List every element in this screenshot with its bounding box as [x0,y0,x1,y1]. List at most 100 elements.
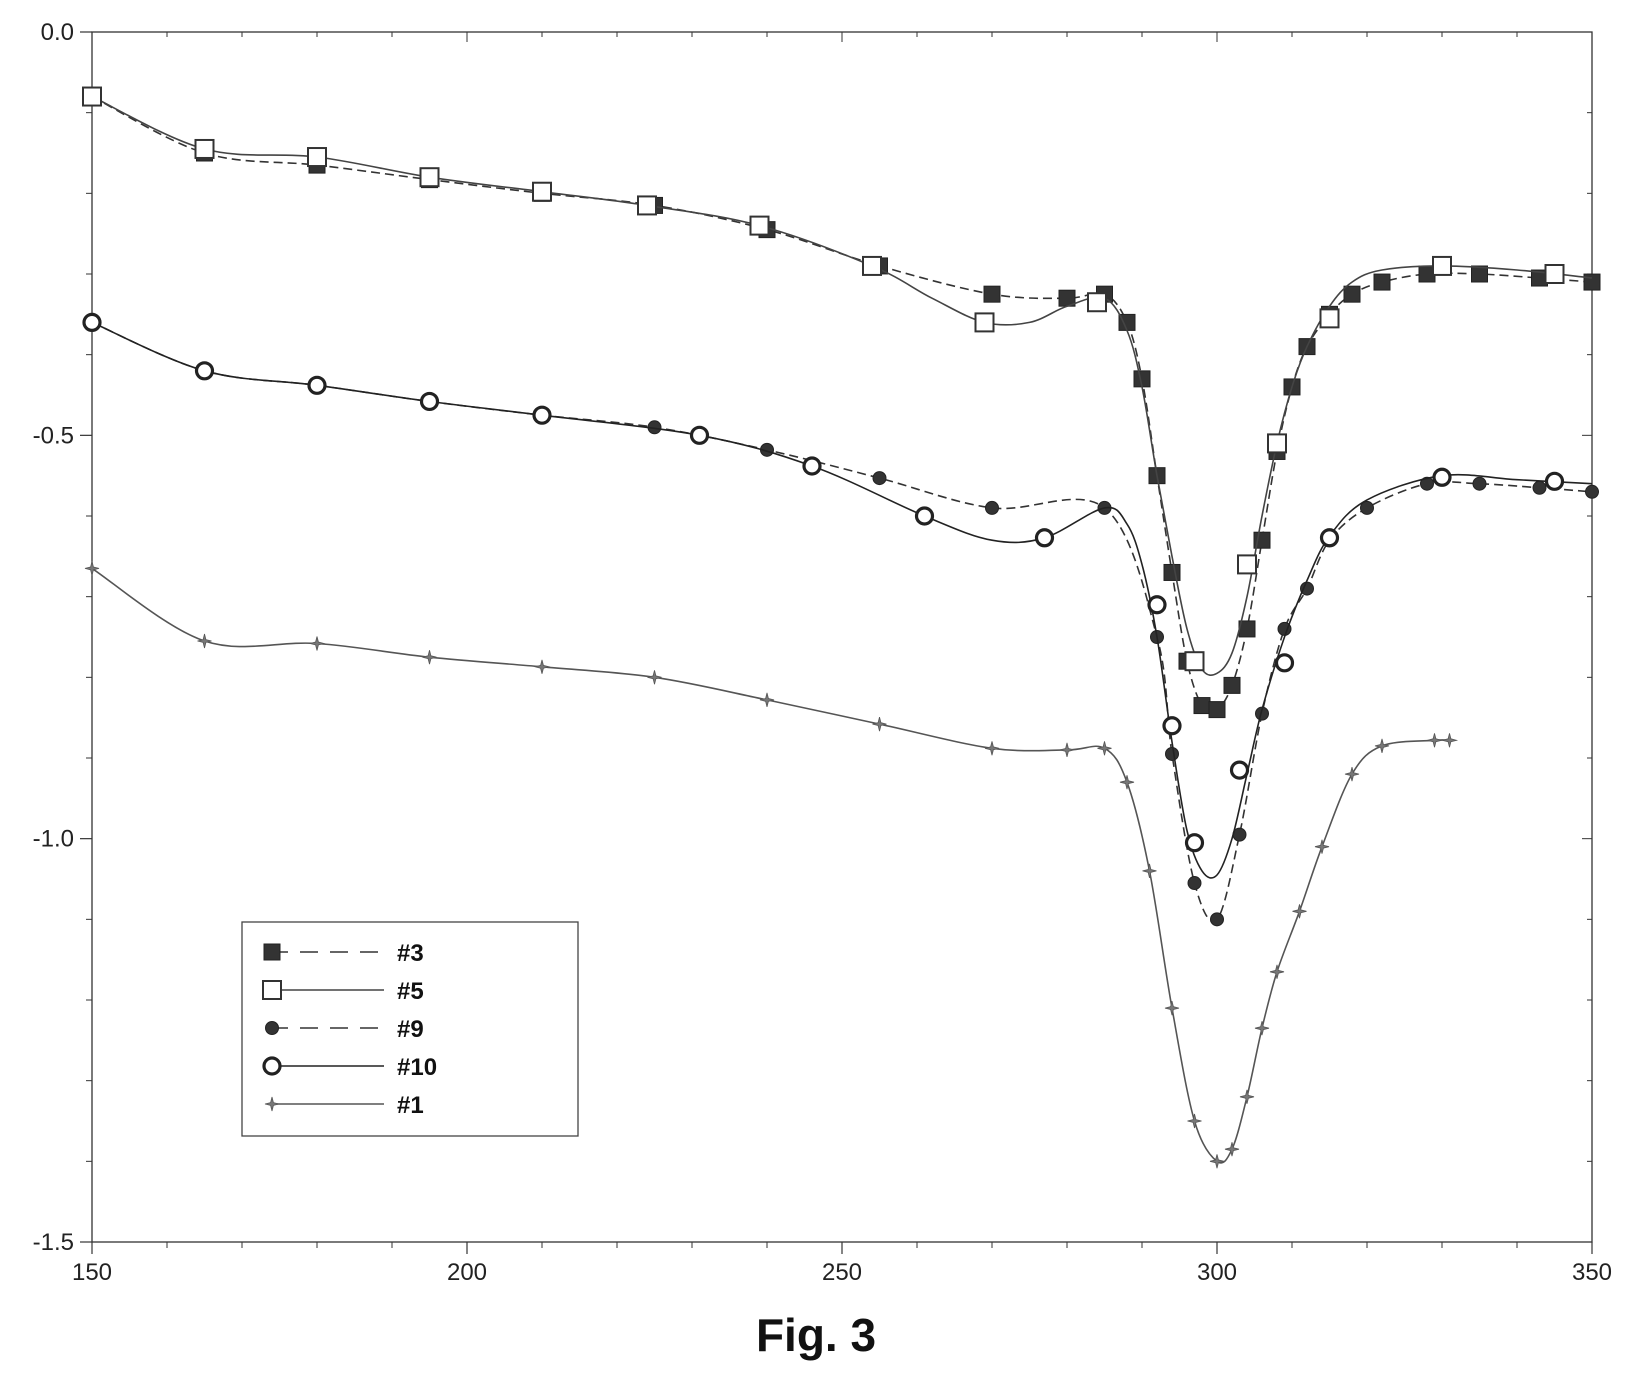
series-9 [85,315,1599,927]
marker-point [1432,467,1452,487]
series-5 [82,86,1593,676]
marker-point [1087,292,1107,313]
marker-point [749,215,770,236]
y-tick-label: -1.5 [33,1229,74,1256]
marker-point [197,633,212,649]
marker-point [984,741,1000,756]
legend-label: #1 [397,1092,424,1119]
marker-point [1254,1021,1270,1036]
marker-point [1432,255,1452,276]
marker-point [1223,676,1241,694]
marker-point [263,943,281,961]
marker-point [532,181,552,202]
marker-point [307,375,327,395]
marker-point [422,650,437,665]
series-line [91,321,1593,922]
legend-box [241,921,579,1137]
marker-point [1237,554,1257,575]
marker-point [1440,733,1459,748]
legend-label: #5 [397,978,424,1005]
marker-point [1344,767,1360,782]
marker-point [1532,480,1547,495]
marker-point [1300,581,1314,596]
marker-point [264,1096,280,1112]
marker-point [84,561,100,576]
marker-point [1425,733,1444,748]
marker-point [1292,904,1307,919]
marker-point [914,506,935,526]
x-tick-label: 300 [1197,1259,1237,1286]
marker-point [974,312,995,333]
marker-point [1187,876,1202,891]
marker-point [1314,839,1330,854]
marker-point [1472,476,1487,491]
marker-point [872,471,887,486]
marker-point [307,147,327,168]
series-3 [83,88,1601,719]
marker-point [1165,746,1179,761]
marker-point [1267,433,1287,454]
legend-label: #10 [397,1054,437,1081]
x-tick-label: 200 [447,1259,487,1286]
marker-point [872,717,887,732]
marker-point [82,312,102,332]
marker-point [308,636,326,651]
marker-point [1319,528,1340,548]
marker-point [1059,742,1075,757]
marker-point [265,1021,279,1035]
marker-point [1343,285,1361,303]
marker-point [1239,1089,1255,1104]
marker-point [262,980,282,1000]
marker-point [1269,964,1285,979]
marker-point [419,391,440,412]
marker-point [1471,265,1488,283]
marker-point [1274,653,1295,673]
marker-point [1034,528,1055,548]
marker-point [862,255,882,276]
marker-point [1193,697,1211,715]
series-line [91,95,1593,676]
marker-point [194,361,215,381]
series-1 [84,561,1459,1169]
figure-caption: Fig. 3 [755,1309,877,1361]
marker-point [983,285,1001,303]
series-10 [82,312,1593,879]
marker-point [1187,1113,1202,1129]
marker-point [1097,741,1112,756]
x-tick-label: 150 [72,1259,112,1286]
marker-point [1162,716,1182,736]
legend-label: #9 [397,1016,424,1043]
axes: 150 200 250 300 350 0.0 -0.5 -1.0 -1.5 [33,19,1612,1286]
y-tick-label: 0.0 [41,19,74,46]
x-tick-label: 250 [822,1259,862,1286]
marker-point [1585,484,1599,499]
marker-point [1319,308,1340,329]
marker-point [985,500,999,515]
marker-point [419,167,440,188]
marker-point [82,86,102,107]
marker-point [1224,1142,1240,1157]
marker-point [637,195,657,216]
series-line [91,95,1593,713]
marker-point [1544,471,1565,491]
marker-point [1147,595,1167,615]
marker-point [1142,863,1157,878]
marker-point [1209,1154,1225,1169]
marker-point [1374,738,1390,753]
legend-label: #3 [397,940,424,967]
marker-point [262,1056,282,1076]
marker-point [532,405,552,425]
y-tick-label: -1.0 [33,826,74,853]
legend: #3 #5 #9 #10 #1 [241,921,579,1137]
marker-point [1420,476,1434,491]
series-line [91,321,1593,879]
marker-point [689,425,710,445]
series-group [82,86,1601,1169]
marker-point [1210,912,1224,927]
series-line [91,567,1450,1164]
marker-point [1229,760,1250,780]
marker-point [1373,273,1391,291]
chart: 150 200 250 300 350 0.0 -0.5 -1.0 -1.5 #3 #5 #9 #10… [33,19,1612,1286]
marker-point [1164,1001,1180,1016]
marker-point [533,659,551,674]
